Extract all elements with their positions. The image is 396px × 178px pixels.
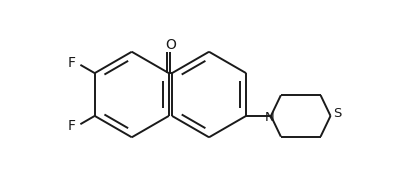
Text: S: S <box>333 107 342 120</box>
Text: F: F <box>68 119 76 133</box>
Text: O: O <box>165 38 176 52</box>
Text: F: F <box>68 56 76 70</box>
Text: N: N <box>265 111 274 124</box>
